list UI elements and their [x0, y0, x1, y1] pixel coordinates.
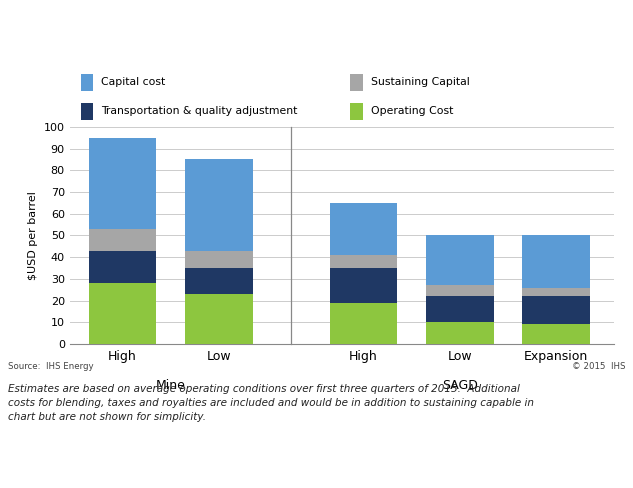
Bar [522, 325, 590, 344]
Bar [426, 296, 494, 323]
Bar [522, 236, 590, 287]
Text: Transportation & quality adjustment: Transportation & quality adjustment [101, 106, 298, 116]
Bar [185, 294, 253, 344]
Bar [351, 74, 363, 91]
Text: Capital cost: Capital cost [101, 77, 165, 87]
Bar [89, 251, 156, 283]
Bar [522, 287, 590, 296]
Bar [330, 268, 398, 303]
Bar [185, 160, 253, 251]
Bar [522, 296, 590, 325]
Bar [426, 285, 494, 296]
Bar [330, 255, 398, 268]
Bar [80, 103, 93, 120]
Text: Source:  IHS Energy: Source: IHS Energy [8, 362, 93, 371]
Bar [89, 283, 156, 344]
Text: SAGD: SAGD [442, 379, 478, 392]
Bar [185, 268, 253, 294]
Text: Operating Cost: Operating Cost [371, 106, 453, 116]
Bar [89, 138, 156, 229]
Bar [80, 74, 93, 91]
Bar [330, 303, 398, 344]
Text: © 2015  IHS: © 2015 IHS [572, 362, 625, 371]
Bar [89, 229, 156, 251]
Text: WTI based breakeven price economics of greenfield oil sands projects in 2015: WTI based breakeven price economics of g… [9, 39, 513, 49]
Bar [426, 323, 494, 344]
Bar [330, 203, 398, 255]
Bar [426, 236, 494, 285]
Text: Sustaining Capital: Sustaining Capital [371, 77, 470, 87]
Bar [351, 103, 363, 120]
Bar [185, 251, 253, 268]
Y-axis label: $USD per barrel: $USD per barrel [28, 191, 38, 280]
Text: Mine: Mine [156, 379, 185, 392]
Text: Estimates are based on average operating conditions over first three quarters of: Estimates are based on average operating… [8, 384, 534, 422]
